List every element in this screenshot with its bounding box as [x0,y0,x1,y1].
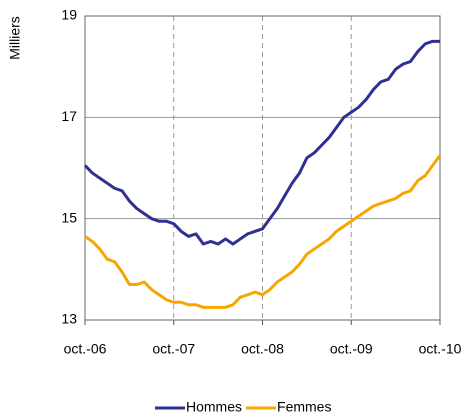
x-tick-label: oct.-08 [241,341,284,357]
legend-label: Femmes [277,399,331,415]
x-tick-label: oct.-09 [330,341,373,357]
x-tick-label: oct.-10 [419,341,462,357]
y-axis-label: Milliers [7,16,23,60]
y-tick-label: 13 [61,311,77,327]
y-tick-label: 17 [61,108,77,124]
series-line [83,39,440,246]
y-tick-label: 19 [61,7,77,23]
legend-label: Hommes [186,399,242,415]
y-tick-label: 15 [61,209,77,225]
plot-frame [84,15,441,321]
x-tick-label: oct.-06 [64,341,107,357]
series-line [84,154,442,309]
x-tick-label: oct.-07 [152,341,195,357]
